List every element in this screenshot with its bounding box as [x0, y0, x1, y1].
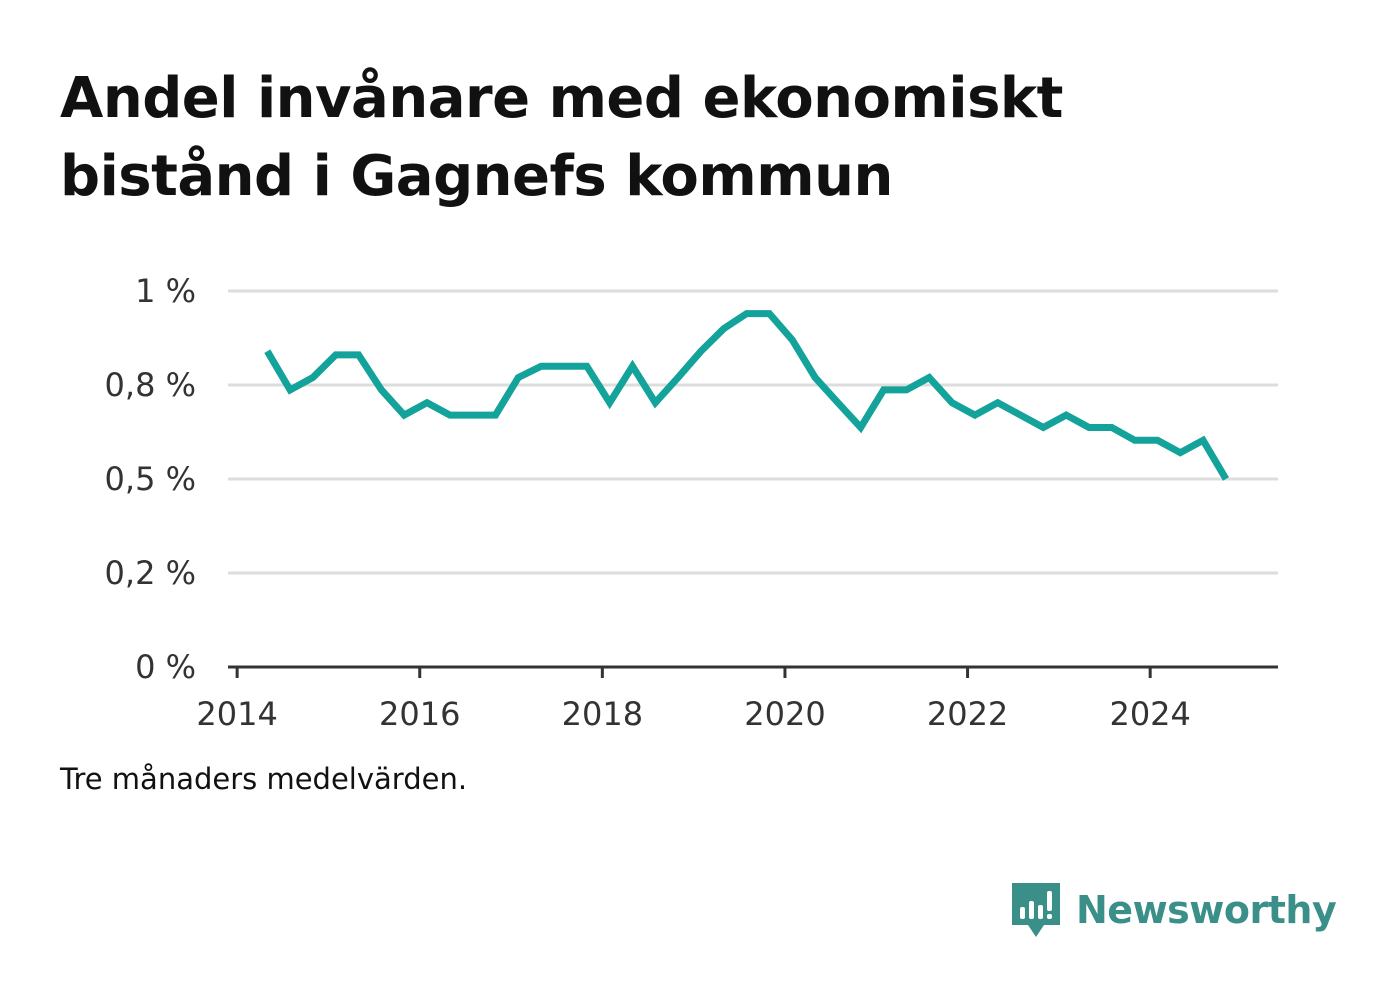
y-tick-label: 1 %	[135, 272, 196, 310]
x-axis: 2014 2016 2018 2020 2022 2024	[196, 665, 1278, 733]
x-tick-label: 2018	[562, 695, 643, 733]
chart-note: Tre månaders medelvärden.	[60, 762, 468, 796]
y-tick-label: 0,2 %	[105, 554, 196, 592]
y-tick-label: 0,8 %	[105, 366, 196, 404]
y-tick-label: 0 %	[135, 648, 196, 686]
x-tick-label: 2014	[196, 695, 277, 733]
x-tick-label: 2022	[927, 695, 1008, 733]
x-tick-label: 2016	[379, 695, 460, 733]
x-tick-label: 2020	[744, 695, 825, 733]
series-layer	[264, 310, 1230, 481]
chart-title: Andel invånare med ekonomiskt bistånd i …	[60, 66, 1063, 209]
x-tick-label: 2024	[1109, 695, 1190, 733]
brand[interactable]: Newsworthy	[1010, 878, 1337, 942]
newsworthy-logo-icon	[1012, 883, 1060, 937]
grid-lines	[228, 289, 1278, 575]
y-tick-label: 0,5 %	[105, 460, 196, 498]
brand-name: Newsworthy	[1076, 888, 1337, 932]
series-line	[264, 310, 1230, 481]
y-axis-labels: 0 % 0,2 % 0,5 % 0,8 % 1 %	[105, 272, 196, 686]
